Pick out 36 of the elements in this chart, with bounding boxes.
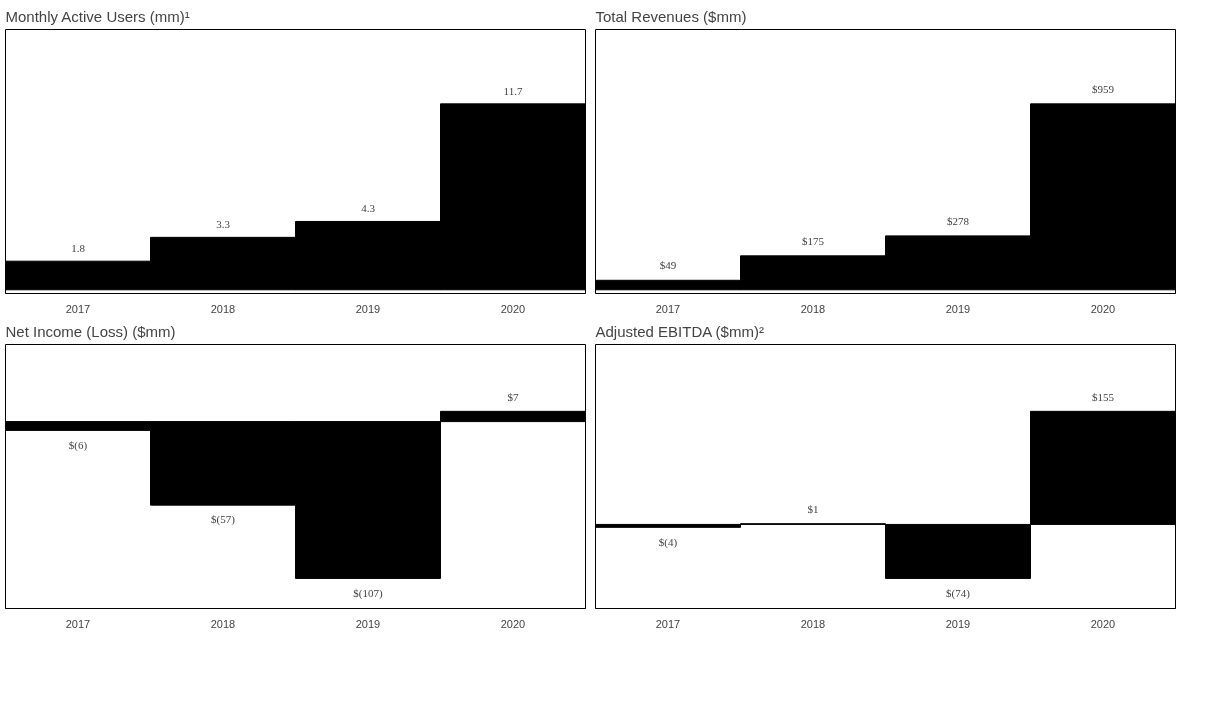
x-tick-label: 2018 — [800, 302, 826, 315]
x-tick-label: 2020 — [1090, 302, 1116, 315]
data-label: 1.8 — [71, 241, 86, 254]
data-label: 3.3 — [216, 218, 231, 231]
chart-title: Net Income (Loss) ($mm) — [5, 322, 176, 340]
data-label: $278 — [947, 214, 970, 227]
data-label: 4.3 — [361, 202, 376, 215]
data-label: $(4) — [658, 535, 678, 549]
x-tick-label: 2017 — [65, 302, 91, 315]
x-tick-label: 2018 — [210, 302, 236, 315]
x-tick-label: 2020 — [1090, 617, 1116, 630]
x-tick-label: 2017 — [65, 617, 91, 630]
data-label: $1 — [807, 503, 819, 516]
x-tick-label: 2019 — [355, 302, 381, 315]
data-label: $49 — [659, 258, 677, 271]
x-tick-label: 2018 — [210, 617, 236, 630]
chart-title: Adjusted EBITDA ($mm)² — [595, 322, 764, 340]
data-label: $155 — [1092, 390, 1115, 403]
x-tick-label: 2018 — [800, 617, 826, 630]
x-tick-label: 2019 — [355, 617, 381, 630]
x-tick-label: 2020 — [500, 617, 526, 630]
data-label: $(6) — [68, 438, 88, 452]
chart-title: Monthly Active Users (mm)¹ — [5, 7, 190, 25]
x-tick-label: 2017 — [655, 617, 681, 630]
data-label: $175 — [802, 234, 825, 247]
x-tick-label: 2019 — [945, 302, 971, 315]
x-tick-label: 2019 — [945, 617, 971, 630]
data-label: $(74) — [946, 586, 971, 600]
data-label: 11.7 — [503, 84, 523, 97]
data-label: $(107) — [353, 586, 383, 600]
x-tick-label: 2017 — [655, 302, 681, 315]
chart-title: Total Revenues ($mm) — [595, 7, 747, 25]
data-label: $7 — [507, 390, 519, 403]
data-label: $(57) — [211, 513, 236, 527]
data-label: $959 — [1092, 82, 1115, 95]
x-tick-label: 2020 — [500, 302, 526, 315]
